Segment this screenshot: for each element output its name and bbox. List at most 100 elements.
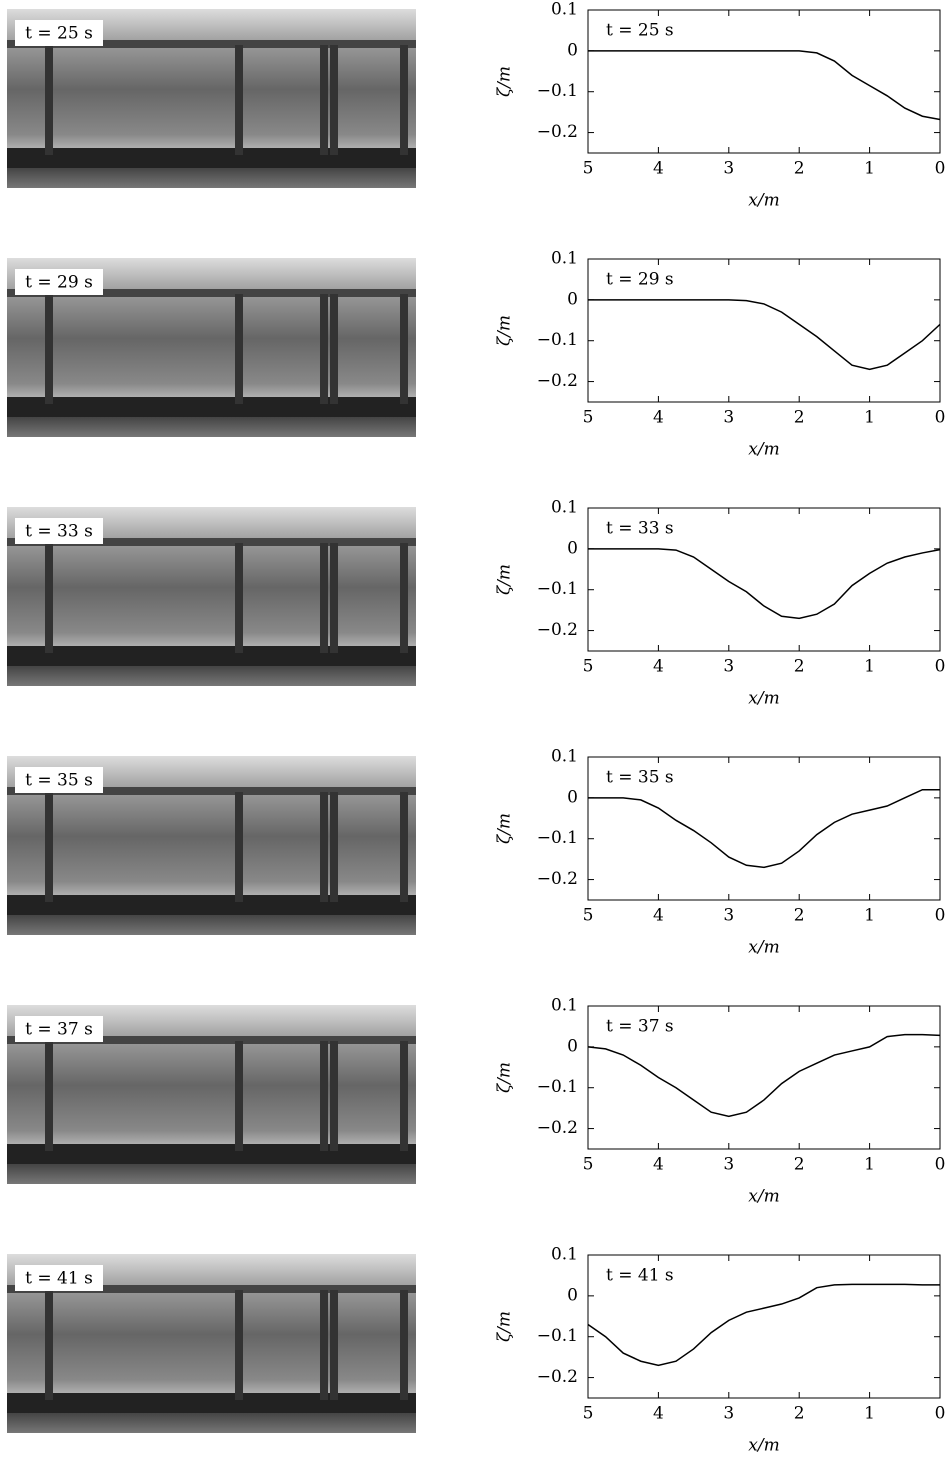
post: [400, 1041, 408, 1151]
x-axis-label: x/m: [748, 1436, 779, 1456]
y-tick-label: 0: [567, 787, 578, 807]
y-tick-label: 0: [567, 289, 578, 309]
y-tick-label: −0.2: [537, 1118, 578, 1138]
x-axis-label: x/m: [748, 1187, 779, 1207]
post: [45, 45, 53, 155]
y-tick-label: −0.1: [537, 1077, 578, 1097]
photo-label: t = 25 s: [25, 24, 93, 44]
post: [320, 294, 328, 404]
rail: [7, 40, 416, 48]
photo-label: t = 33 s: [25, 522, 93, 542]
post: [400, 1290, 408, 1400]
post: [45, 1290, 53, 1400]
label-box: [15, 1016, 103, 1042]
x-tick-label: 5: [583, 408, 594, 428]
post: [400, 294, 408, 404]
data-line: [588, 50, 941, 121]
y-tick-label: −0.1: [537, 579, 578, 599]
x-tick-label: 2: [794, 1404, 805, 1424]
x-tick-label: 2: [794, 657, 805, 677]
x-axis-label: x/m: [748, 938, 779, 958]
y-tick-label: 0: [567, 1036, 578, 1056]
x-tick-label: 0: [935, 657, 946, 677]
x-tick-label: 1: [864, 1155, 875, 1175]
x-tick-label: 5: [583, 159, 594, 179]
photo: t = 25 s: [7, 9, 416, 188]
x-tick-label: 0: [935, 159, 946, 179]
y-tick-label: −0.2: [537, 1367, 578, 1387]
post: [400, 792, 408, 902]
post: [330, 1290, 338, 1400]
annotation: t = 29 s: [606, 270, 674, 290]
plot-frame: [587, 1005, 941, 1150]
x-tick-label: 2: [794, 906, 805, 926]
photo: t = 29 s: [7, 258, 416, 437]
post: [235, 792, 243, 902]
y-tick-label: −0.1: [537, 330, 578, 350]
annotation: t = 33 s: [606, 519, 674, 539]
y-tick-label: 0.1: [551, 498, 578, 518]
x-tick-label: 1: [864, 159, 875, 179]
y-tick-label: −0.2: [537, 869, 578, 889]
x-tick-label: 4: [653, 408, 664, 428]
y-tick-label: 0: [567, 1285, 578, 1305]
post: [320, 1290, 328, 1400]
x-tick-label: 3: [723, 159, 734, 179]
plot-frame: [587, 507, 941, 652]
x-tick-label: 4: [653, 657, 664, 677]
annotation: t = 25 s: [606, 21, 674, 41]
x-tick-label: 4: [653, 1155, 664, 1175]
x-tick-label: 5: [583, 657, 594, 677]
annotation: t = 35 s: [606, 768, 674, 788]
x-tick-label: 0: [935, 1155, 946, 1175]
rail: [7, 1285, 416, 1293]
rail: [7, 646, 416, 666]
x-axis-label: x/m: [748, 191, 779, 211]
x-tick-label: 3: [723, 408, 734, 428]
post: [235, 45, 243, 155]
x-tick-label: 2: [794, 1155, 805, 1175]
post: [235, 294, 243, 404]
post: [235, 1290, 243, 1400]
data-line: [588, 548, 941, 620]
x-tick-label: 5: [583, 1404, 594, 1424]
post: [320, 1041, 328, 1151]
y-axis-label: ζ/m: [495, 1062, 515, 1093]
label-box: [15, 518, 103, 544]
post: [330, 792, 338, 902]
y-tick-label: −0.2: [537, 371, 578, 391]
post: [320, 543, 328, 653]
post: [400, 543, 408, 653]
x-tick-label: 4: [653, 1404, 664, 1424]
rail: [7, 289, 416, 297]
x-tick-label: 3: [723, 657, 734, 677]
post: [330, 294, 338, 404]
label-box: [15, 20, 103, 46]
x-tick-label: 1: [864, 657, 875, 677]
y-tick-label: −0.1: [537, 828, 578, 848]
annotation: t = 41 s: [606, 1266, 674, 1286]
data-line: [587, 1033, 941, 1118]
plot-frame: [587, 1254, 941, 1399]
photo-label: t = 41 s: [25, 1269, 93, 1289]
y-tick-label: −0.2: [537, 122, 578, 142]
photo-label: t = 29 s: [25, 273, 93, 293]
y-tick-label: 0: [567, 538, 578, 558]
label-box: [15, 767, 103, 793]
post: [45, 543, 53, 653]
x-tick-label: 1: [864, 1404, 875, 1424]
y-tick-label: 0.1: [551, 996, 578, 1016]
rail: [7, 538, 416, 546]
y-tick-label: 0.1: [551, 747, 578, 767]
panel: t = 25 s 0.1 0 −0.1 −0.25 4 3 2 1 0 x/m ζ/m t = 25 s: [7, 0, 945, 211]
x-tick-label: 5: [583, 1155, 594, 1175]
x-tick-label: 3: [723, 1155, 734, 1175]
post: [330, 1041, 338, 1151]
y-tick-label: 0.1: [551, 249, 578, 269]
y-axis-label: ζ/m: [495, 315, 515, 346]
x-tick-label: 4: [653, 159, 664, 179]
photo: t = 41 s: [7, 1254, 416, 1433]
x-tick-label: 1: [864, 408, 875, 428]
plot-frame: [587, 258, 941, 403]
x-tick-label: 0: [935, 408, 946, 428]
